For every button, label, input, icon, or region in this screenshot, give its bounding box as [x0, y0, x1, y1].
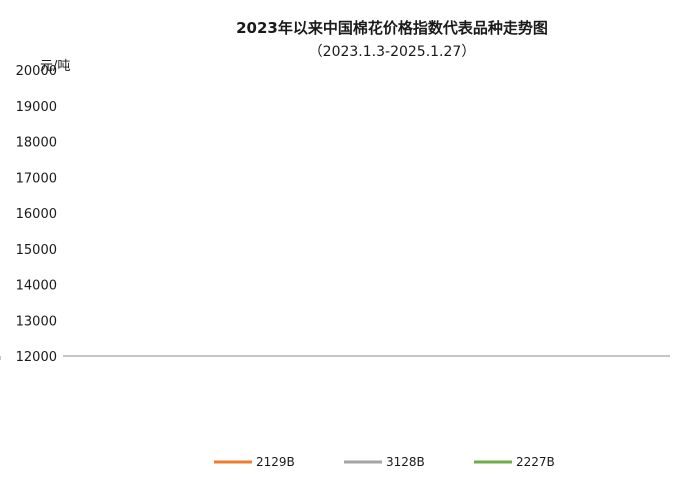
y-tick-label: 20000 — [16, 64, 57, 79]
legend: 2129B 3128B 2227B — [214, 455, 555, 469]
y-tick-label: 14000 — [16, 279, 57, 294]
legend-label-2227B: 2227B — [516, 455, 555, 469]
y-axis-ticks: 12000 13000 14000 15000 16000 17000 18000 19000… — [16, 64, 57, 365]
legend-label-3128B: 3128B — [386, 455, 425, 469]
chart-subtitle: （2023.1.3-2025.1.27） — [309, 44, 476, 60]
chart-title: 2023年以来中国棉花价格指数代表品种走势图 — [236, 19, 548, 37]
y-tick-label: 12000 — [16, 350, 57, 365]
y-tick-label: 18000 — [16, 136, 57, 151]
y-tick-label: 15000 — [16, 243, 57, 258]
y-tick-label: 19000 — [16, 100, 57, 115]
y-tick-label: 16000 — [16, 207, 57, 222]
y-tick-label: 17000 — [16, 171, 57, 186]
legend-label-2129B: 2129B — [256, 455, 295, 469]
y-axis-unit-label: 元/吨 — [40, 59, 70, 74]
y-tick-label: 13000 — [16, 314, 57, 329]
